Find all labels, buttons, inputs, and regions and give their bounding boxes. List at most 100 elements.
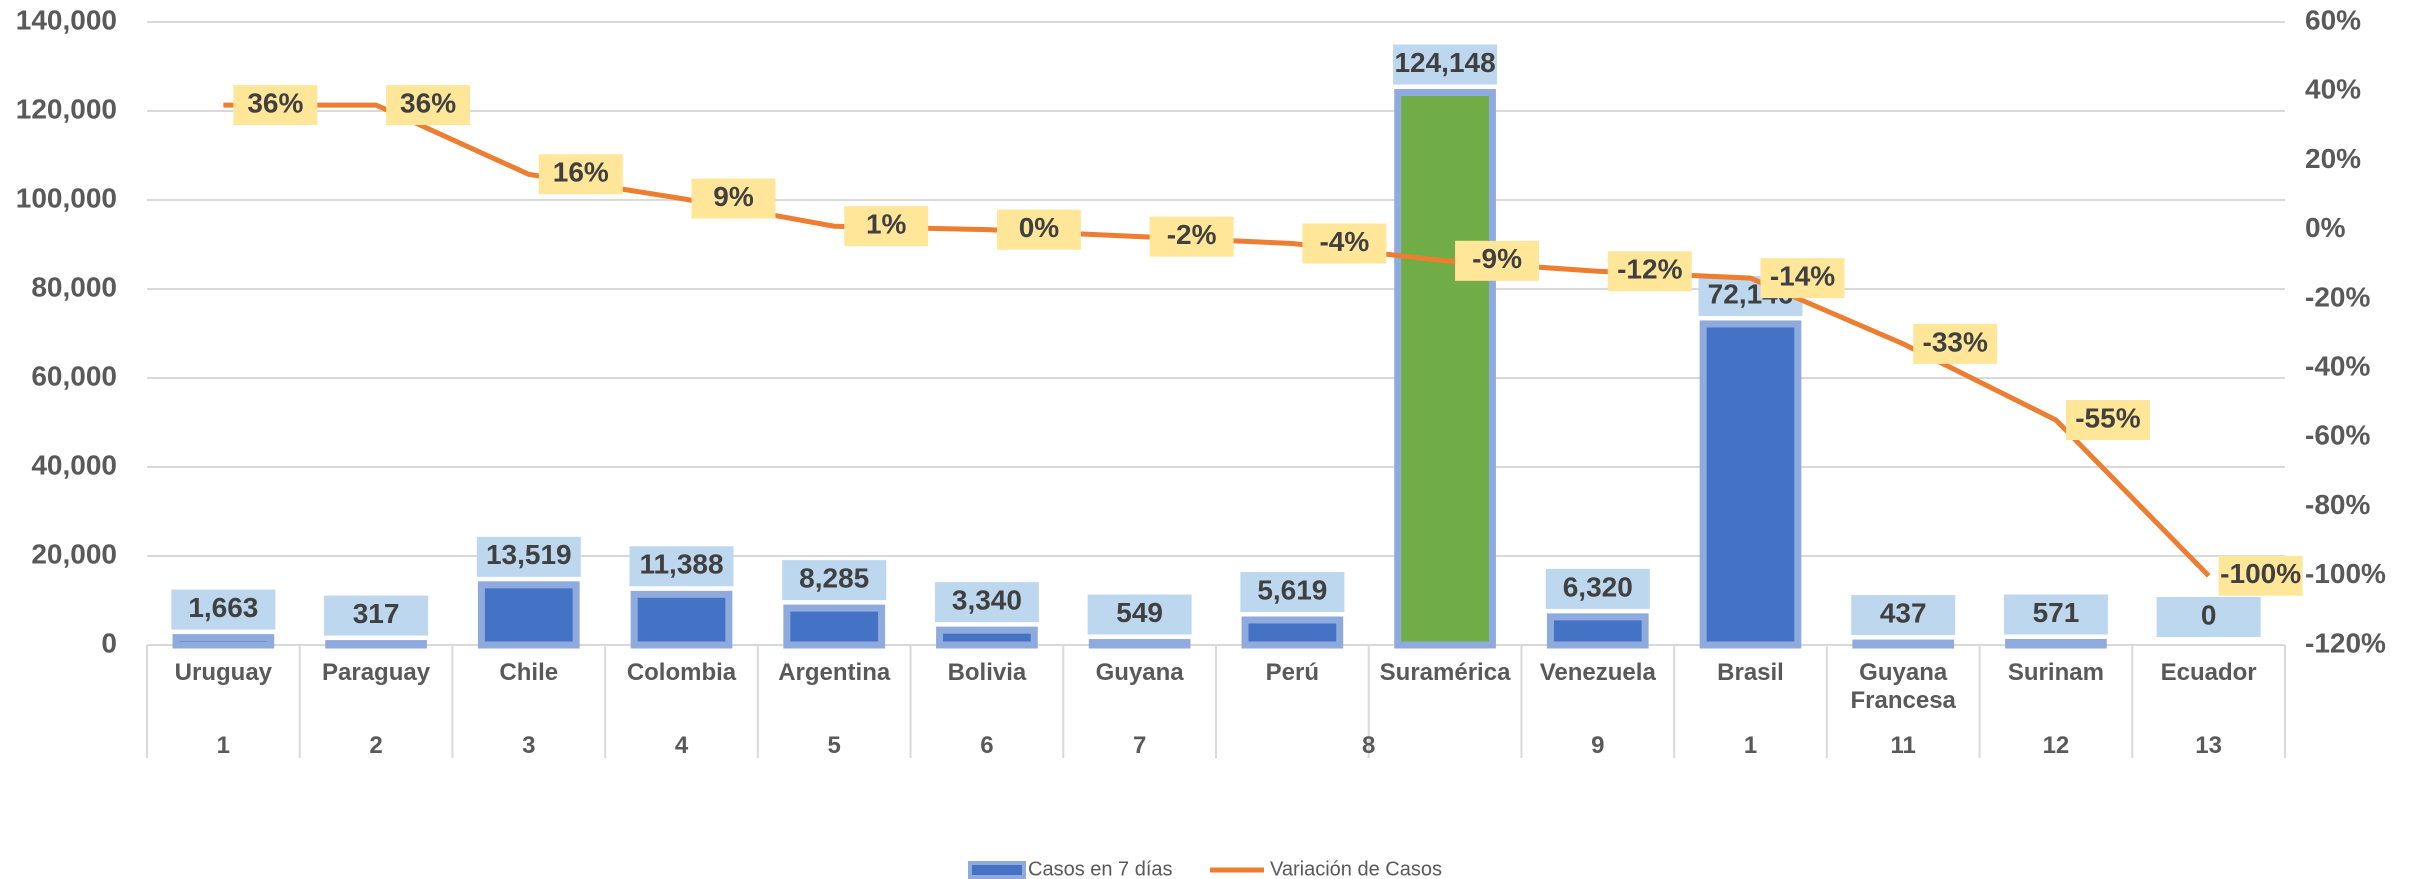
data-label-box xyxy=(1851,595,1956,636)
data-label-box xyxy=(1607,251,1692,292)
bar-data-label: 0 xyxy=(2201,599,2217,630)
y2-tick-label: -20% xyxy=(2305,281,2370,312)
group-label: 1 xyxy=(216,732,231,759)
data-label-box xyxy=(844,206,929,247)
bar-data-label: 13,519 xyxy=(486,539,572,570)
data-label-box xyxy=(629,546,734,587)
group-label: 6 xyxy=(980,732,994,759)
y-tick-label: 100,000 xyxy=(16,182,117,213)
group-label: 5 xyxy=(827,732,841,759)
line-data-label: -55% xyxy=(2075,402,2140,433)
bar-data-label: 571 xyxy=(2033,597,2080,628)
data-label-box xyxy=(1149,216,1234,257)
bar-data-label: 124,148 xyxy=(1394,47,1495,78)
line-data-label: 0% xyxy=(1019,212,1060,243)
bar xyxy=(325,640,427,649)
y2-tick-label: -60% xyxy=(2305,420,2370,451)
line-data-label: 36% xyxy=(400,87,456,118)
bar xyxy=(2005,638,2107,649)
bar-data-label: 3,340 xyxy=(952,585,1022,616)
bar-data-label: 549 xyxy=(1116,597,1163,628)
data-label-box xyxy=(538,154,623,195)
y-tick-label: 120,000 xyxy=(16,93,117,124)
x-tick-label: Paraguay xyxy=(322,659,431,686)
bar-data-label: 317 xyxy=(353,598,400,629)
x-tick-label: Argentina xyxy=(778,659,891,686)
bar xyxy=(1546,613,1649,649)
line-data-label: 16% xyxy=(553,157,609,188)
group-label: 11 xyxy=(1890,732,1916,759)
line-data-label: 36% xyxy=(247,87,303,118)
x-tick-label: Surinam xyxy=(2007,659,2104,686)
bar-data-label: 437 xyxy=(1880,597,1927,628)
data-label-box xyxy=(934,582,1039,623)
group-label: 12 xyxy=(2042,732,2070,759)
y-tick-label: 20,000 xyxy=(31,538,117,569)
bar xyxy=(630,590,733,649)
data-label-box xyxy=(1455,240,1540,281)
data-label-box xyxy=(1302,223,1387,264)
line xyxy=(223,102,2211,578)
bar-data-label: 11,388 xyxy=(639,549,723,580)
bar-data-label: 1,663 xyxy=(188,592,258,623)
y2-tick-label: 60% xyxy=(2305,4,2361,35)
legend-swatch xyxy=(968,861,1026,879)
data-label-box xyxy=(782,560,887,601)
group-label: 8 xyxy=(1362,732,1376,759)
group-label: 4 xyxy=(674,732,689,759)
x-tick-label: Brasil xyxy=(1717,659,1784,686)
data-label-box xyxy=(386,85,471,126)
x-tick-label: Bolivia xyxy=(947,659,1027,686)
y2-tick-label: -40% xyxy=(2305,351,2370,382)
x-tick-label: Guyana xyxy=(1095,659,1184,686)
x-tick-label: Colombia xyxy=(626,659,737,686)
line-data-label: -9% xyxy=(1472,243,1522,274)
y2-tick-label: 20% xyxy=(2305,143,2361,174)
data-label-box xyxy=(1760,258,1845,299)
data-label-box xyxy=(996,209,1081,250)
line-data-label: -14% xyxy=(1770,261,1835,292)
y-tick-label: 80,000 xyxy=(31,271,117,302)
y2-tick-label: 40% xyxy=(2305,74,2361,105)
y-tick-label: 60,000 xyxy=(31,360,117,391)
bar xyxy=(1699,320,1802,649)
group-label: 2 xyxy=(369,732,383,759)
line-data-label: -100% xyxy=(2220,558,2301,589)
data-label-box xyxy=(1545,568,1650,609)
group-label: 13 xyxy=(2195,732,2222,759)
x-tick-label: Chile xyxy=(499,659,559,686)
bar xyxy=(1241,616,1344,649)
data-label-box xyxy=(171,589,276,630)
bar xyxy=(1394,89,1496,649)
data-label-box xyxy=(691,178,776,219)
x-tick-label: Guyana Francesa xyxy=(1850,659,1956,714)
bar-data-label: 8,285 xyxy=(799,563,869,594)
x-tick-label: Venezuela xyxy=(1539,659,1656,686)
x-tick-label: Ecuador xyxy=(2160,659,2257,686)
line-data-label: 1% xyxy=(866,209,907,240)
data-label-box xyxy=(476,536,581,577)
data-label-box xyxy=(1240,571,1345,612)
data-label-box xyxy=(233,85,318,126)
bar-data-label: 5,619 xyxy=(1257,574,1327,605)
line-data-label: -4% xyxy=(1319,226,1369,257)
group-label: 1 xyxy=(1743,732,1758,759)
bar xyxy=(1088,639,1191,649)
y2-tick-label: -100% xyxy=(2305,558,2386,589)
line-data-label: 9% xyxy=(713,181,754,212)
data-label-box xyxy=(2156,597,2261,637)
legend-label: Variación de Casos xyxy=(1270,858,1442,879)
data-label-box xyxy=(1913,323,1998,364)
data-label-box xyxy=(2065,400,2150,441)
group-label: 3 xyxy=(522,732,536,759)
line-data-label: -12% xyxy=(1617,254,1682,285)
y2-tick-label: 0% xyxy=(2305,212,2346,243)
legend-label: Casos en 7 días xyxy=(1028,858,1173,879)
x-tick-label: Suramérica xyxy=(1379,659,1511,686)
y-tick-label: 40,000 xyxy=(31,449,117,480)
group-label: 7 xyxy=(1132,732,1147,759)
data-label-box xyxy=(2003,594,2108,635)
y2-tick-label: -120% xyxy=(2305,627,2386,658)
